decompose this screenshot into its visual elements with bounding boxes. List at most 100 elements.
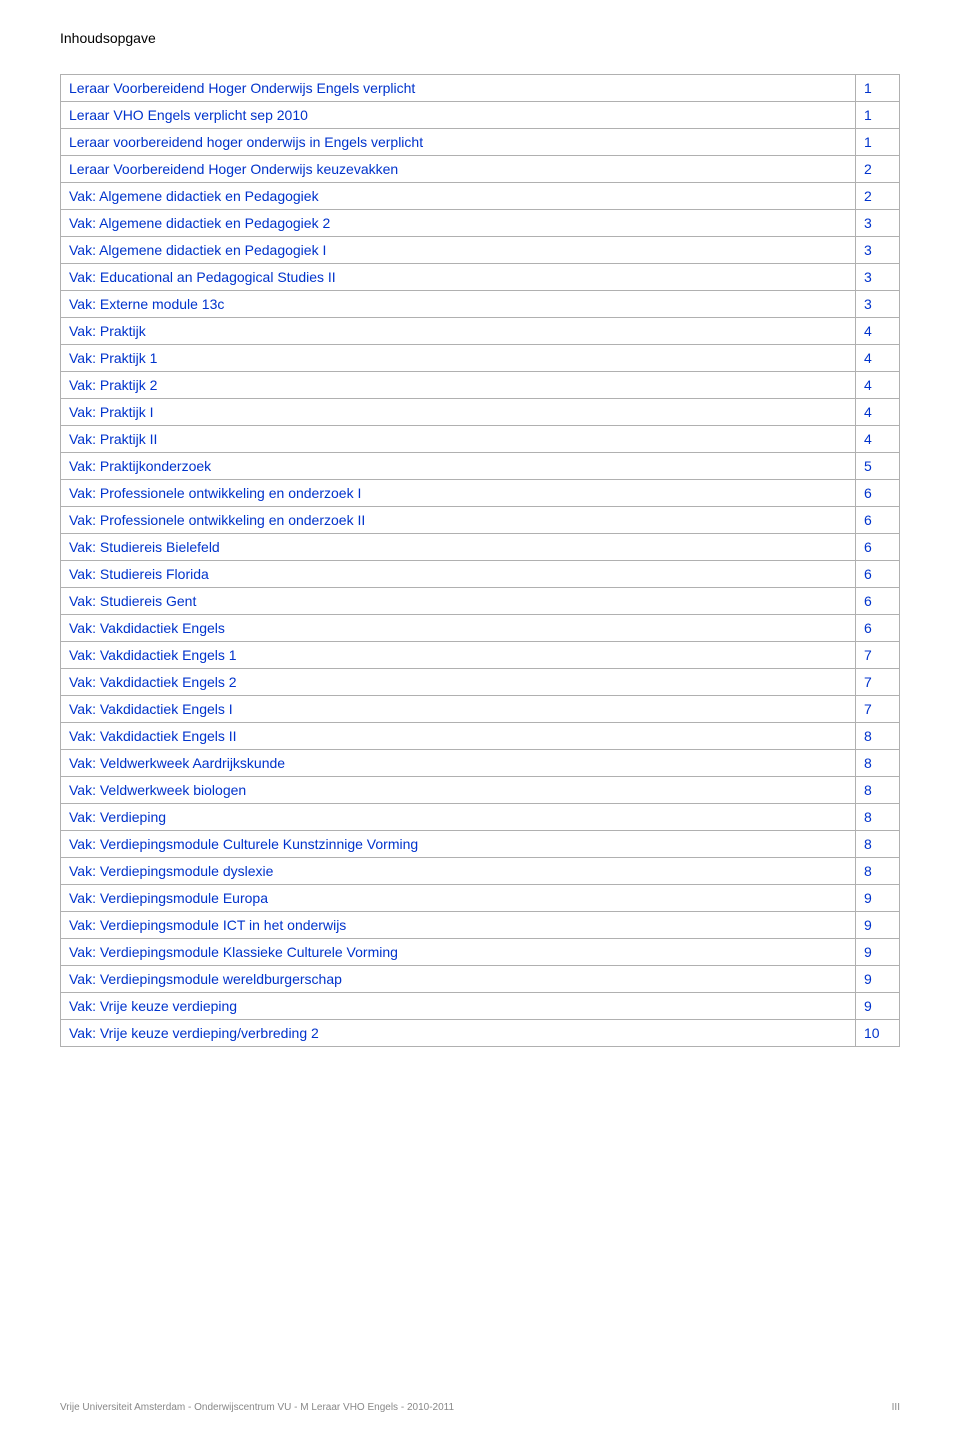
- toc-title-cell[interactable]: Vak: Algemene didactiek en Pedagogiek: [61, 183, 856, 210]
- toc-row: Vak: Studiereis Gent6: [61, 588, 900, 615]
- toc-page-cell[interactable]: 1: [856, 129, 900, 156]
- toc-page-cell[interactable]: 4: [856, 345, 900, 372]
- toc-title-cell[interactable]: Vak: Professionele ontwikkeling en onder…: [61, 480, 856, 507]
- toc-row: Vak: Vakdidactiek Engels II8: [61, 723, 900, 750]
- toc-row: Vak: Praktijk I4: [61, 399, 900, 426]
- toc-title-cell[interactable]: Vak: Verdiepingsmodule Europa: [61, 885, 856, 912]
- toc-title-cell[interactable]: Vak: Vakdidactiek Engels 2: [61, 669, 856, 696]
- toc-title-cell[interactable]: Vak: Verdieping: [61, 804, 856, 831]
- toc-title-cell[interactable]: Vak: Studiereis Bielefeld: [61, 534, 856, 561]
- toc-page-cell[interactable]: 2: [856, 183, 900, 210]
- toc-page-cell[interactable]: 6: [856, 588, 900, 615]
- toc-title-cell[interactable]: Vak: Studiereis Gent: [61, 588, 856, 615]
- page-heading: Inhoudsopgave: [60, 30, 900, 46]
- toc-page-cell[interactable]: 8: [856, 777, 900, 804]
- toc-row: Vak: Vrije keuze verdieping9: [61, 993, 900, 1020]
- toc-title-cell[interactable]: Vak: Vakdidactiek Engels I: [61, 696, 856, 723]
- toc-row: Vak: Verdiepingsmodule ICT in het onderw…: [61, 912, 900, 939]
- toc-page-cell[interactable]: 4: [856, 318, 900, 345]
- toc-title-cell[interactable]: Vak: Verdiepingsmodule ICT in het onderw…: [61, 912, 856, 939]
- toc-page-cell[interactable]: 7: [856, 642, 900, 669]
- toc-page-cell[interactable]: 9: [856, 939, 900, 966]
- toc-title-cell[interactable]: Vak: Praktijk 2: [61, 372, 856, 399]
- toc-row: Vak: Educational an Pedagogical Studies …: [61, 264, 900, 291]
- toc-row: Vak: Verdieping8: [61, 804, 900, 831]
- toc-page-cell[interactable]: 6: [856, 480, 900, 507]
- toc-page-cell[interactable]: 6: [856, 507, 900, 534]
- toc-row: Vak: Vakdidactiek Engels 17: [61, 642, 900, 669]
- toc-row: Vak: Praktijk4: [61, 318, 900, 345]
- toc-page-cell[interactable]: 1: [856, 75, 900, 102]
- toc-title-cell[interactable]: Vak: Praktijk I: [61, 399, 856, 426]
- toc-title-cell[interactable]: Leraar Voorbereidend Hoger Onderwijs keu…: [61, 156, 856, 183]
- toc-page-cell[interactable]: 6: [856, 561, 900, 588]
- toc-row: Vak: Verdiepingsmodule Klassieke Culture…: [61, 939, 900, 966]
- toc-row: Vak: Praktijk 24: [61, 372, 900, 399]
- toc-page-cell[interactable]: 9: [856, 885, 900, 912]
- toc-page-cell[interactable]: 9: [856, 993, 900, 1020]
- toc-row: Vak: Verdiepingsmodule Europa9: [61, 885, 900, 912]
- toc-page-cell[interactable]: 9: [856, 912, 900, 939]
- toc-page-cell[interactable]: 7: [856, 669, 900, 696]
- toc-title-cell[interactable]: Vak: Professionele ontwikkeling en onder…: [61, 507, 856, 534]
- toc-page-cell[interactable]: 4: [856, 399, 900, 426]
- toc-page-cell[interactable]: 4: [856, 426, 900, 453]
- toc-row: Leraar voorbereidend hoger onderwijs in …: [61, 129, 900, 156]
- toc-title-cell[interactable]: Leraar Voorbereidend Hoger Onderwijs Eng…: [61, 75, 856, 102]
- toc-page-cell[interactable]: 9: [856, 966, 900, 993]
- toc-page-cell[interactable]: 8: [856, 858, 900, 885]
- toc-body: Leraar Voorbereidend Hoger Onderwijs Eng…: [61, 75, 900, 1047]
- toc-title-cell[interactable]: Vak: Verdiepingsmodule Klassieke Culture…: [61, 939, 856, 966]
- toc-title-cell[interactable]: Vak: Vakdidactiek Engels: [61, 615, 856, 642]
- toc-row: Vak: Vrije keuze verdieping/verbreding 2…: [61, 1020, 900, 1047]
- toc-row: Vak: Vakdidactiek Engels 27: [61, 669, 900, 696]
- toc-title-cell[interactable]: Vak: Veldwerkweek biologen: [61, 777, 856, 804]
- toc-title-cell[interactable]: Vak: Educational an Pedagogical Studies …: [61, 264, 856, 291]
- toc-row: Leraar Voorbereidend Hoger Onderwijs Eng…: [61, 75, 900, 102]
- toc-title-cell[interactable]: Vak: Vrije keuze verdieping: [61, 993, 856, 1020]
- toc-row: Leraar VHO Engels verplicht sep 20101: [61, 102, 900, 129]
- toc-page-cell[interactable]: 8: [856, 723, 900, 750]
- toc-page-cell[interactable]: 2: [856, 156, 900, 183]
- toc-page-cell[interactable]: 3: [856, 237, 900, 264]
- toc-page-cell[interactable]: 5: [856, 453, 900, 480]
- toc-title-cell[interactable]: Leraar voorbereidend hoger onderwijs in …: [61, 129, 856, 156]
- toc-title-cell[interactable]: Vak: Vakdidactiek Engels II: [61, 723, 856, 750]
- toc-title-cell[interactable]: Vak: Praktijk: [61, 318, 856, 345]
- toc-title-cell[interactable]: Vak: Algemene didactiek en Pedagogiek I: [61, 237, 856, 264]
- toc-title-cell[interactable]: Vak: Vrije keuze verdieping/verbreding 2: [61, 1020, 856, 1047]
- toc-title-cell[interactable]: Vak: Verdiepingsmodule wereldburgerschap: [61, 966, 856, 993]
- toc-title-cell[interactable]: Vak: Veldwerkweek Aardrijkskunde: [61, 750, 856, 777]
- toc-page-cell[interactable]: 6: [856, 615, 900, 642]
- toc-page-cell[interactable]: 8: [856, 831, 900, 858]
- toc-title-cell[interactable]: Vak: Studiereis Florida: [61, 561, 856, 588]
- toc-page-cell[interactable]: 8: [856, 750, 900, 777]
- toc-page-cell[interactable]: 8: [856, 804, 900, 831]
- toc-title-cell[interactable]: Vak: Algemene didactiek en Pedagogiek 2: [61, 210, 856, 237]
- footer-left: Vrije Universiteit Amsterdam - Onderwijs…: [60, 1402, 454, 1413]
- toc-row: Vak: Externe module 13c3: [61, 291, 900, 318]
- toc-title-cell[interactable]: Vak: Externe module 13c: [61, 291, 856, 318]
- toc-page-cell[interactable]: 10: [856, 1020, 900, 1047]
- toc-title-cell[interactable]: Vak: Praktijk 1: [61, 345, 856, 372]
- toc-row: Vak: Praktijk 14: [61, 345, 900, 372]
- toc-page-cell[interactable]: 3: [856, 264, 900, 291]
- toc-row: Vak: Algemene didactiek en Pedagogiek2: [61, 183, 900, 210]
- toc-page-cell[interactable]: 1: [856, 102, 900, 129]
- toc-title-cell[interactable]: Vak: Praktijk II: [61, 426, 856, 453]
- toc-table: Leraar Voorbereidend Hoger Onderwijs Eng…: [60, 74, 900, 1047]
- toc-row: Vak: Verdiepingsmodule Culturele Kunstzi…: [61, 831, 900, 858]
- toc-title-cell[interactable]: Vak: Praktijkonderzoek: [61, 453, 856, 480]
- toc-row: Vak: Algemene didactiek en Pedagogiek 23: [61, 210, 900, 237]
- toc-page-cell[interactable]: 4: [856, 372, 900, 399]
- toc-title-cell[interactable]: Leraar VHO Engels verplicht sep 2010: [61, 102, 856, 129]
- toc-title-cell[interactable]: Vak: Verdiepingsmodule Culturele Kunstzi…: [61, 831, 856, 858]
- toc-page-cell[interactable]: 7: [856, 696, 900, 723]
- toc-title-cell[interactable]: Vak: Vakdidactiek Engels 1: [61, 642, 856, 669]
- toc-row: Vak: Vakdidactiek Engels I7: [61, 696, 900, 723]
- toc-page-cell[interactable]: 3: [856, 210, 900, 237]
- toc-page-cell[interactable]: 3: [856, 291, 900, 318]
- toc-page-cell[interactable]: 6: [856, 534, 900, 561]
- toc-title-cell[interactable]: Vak: Verdiepingsmodule dyslexie: [61, 858, 856, 885]
- toc-row: Leraar Voorbereidend Hoger Onderwijs keu…: [61, 156, 900, 183]
